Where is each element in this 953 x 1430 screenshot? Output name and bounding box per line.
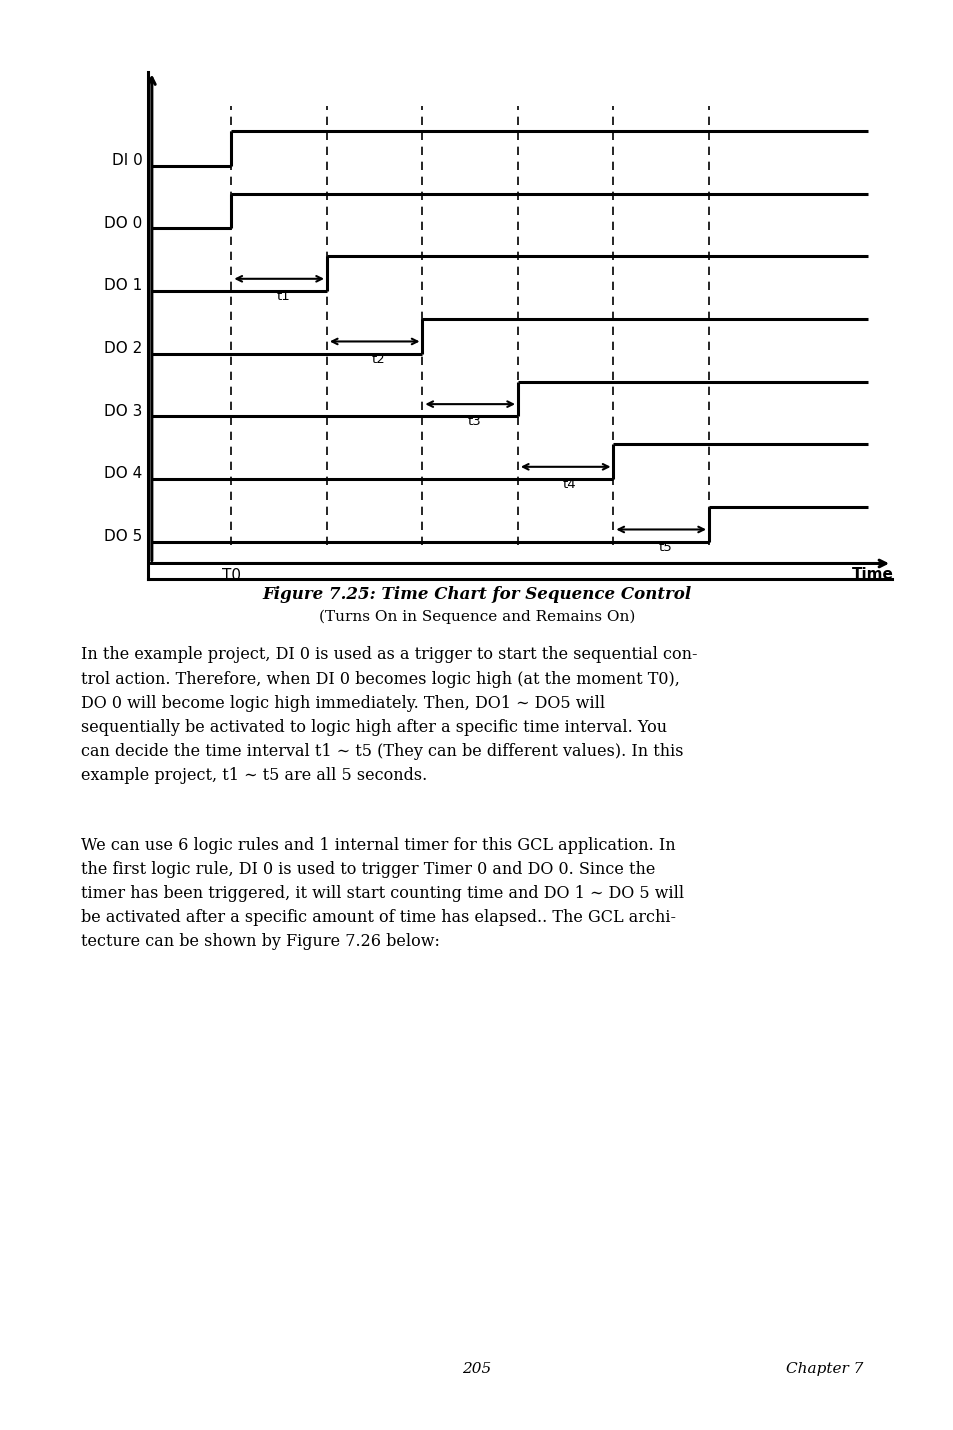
Text: In the example project, DI 0 is used as a trigger to start the sequential con-
t: In the example project, DI 0 is used as …	[81, 646, 697, 784]
Text: T0: T0	[222, 569, 241, 583]
Text: DO 3: DO 3	[104, 403, 142, 419]
Text: t2: t2	[372, 353, 385, 366]
Text: t1: t1	[276, 290, 290, 303]
Text: DO 2: DO 2	[104, 340, 142, 356]
Text: Figure 7.25: Time Chart for Sequence Control: Figure 7.25: Time Chart for Sequence Con…	[262, 586, 691, 603]
Text: We can use 6 logic rules and 1 internal timer for this GCL application. In
the f: We can use 6 logic rules and 1 internal …	[81, 837, 683, 950]
Text: DI 0: DI 0	[112, 153, 142, 167]
Text: 205: 205	[462, 1361, 491, 1376]
Text: DO 0: DO 0	[104, 216, 142, 230]
Text: DO 1: DO 1	[104, 279, 142, 293]
Text: t4: t4	[562, 478, 576, 490]
Text: t5: t5	[658, 541, 671, 553]
Text: DO 4: DO 4	[104, 466, 142, 482]
Text: (Turns On in Sequence and Remains On): (Turns On in Sequence and Remains On)	[318, 609, 635, 623]
Text: Time: Time	[851, 568, 893, 582]
Text: t3: t3	[467, 416, 480, 429]
Text: Chapter 7: Chapter 7	[785, 1361, 862, 1376]
Text: DO 5: DO 5	[104, 529, 142, 543]
